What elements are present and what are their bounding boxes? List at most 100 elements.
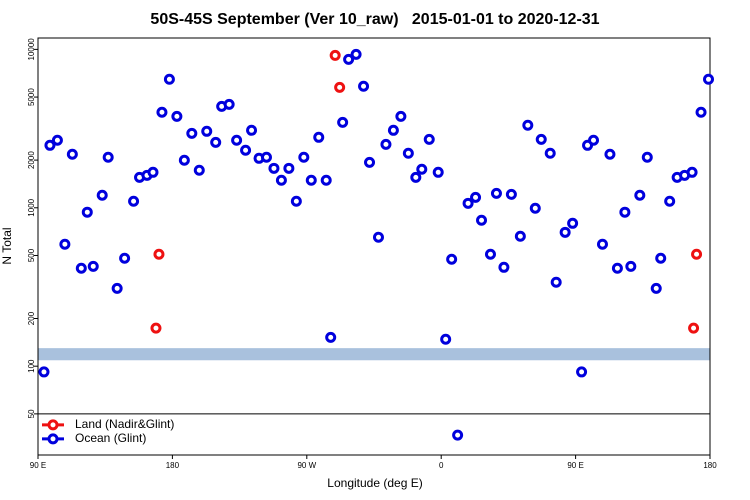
point xyxy=(619,206,631,218)
point xyxy=(410,171,422,183)
point xyxy=(691,248,703,260)
point xyxy=(550,276,562,288)
point xyxy=(51,134,63,146)
point xyxy=(476,214,488,226)
y-tick-label: 200 xyxy=(27,311,36,325)
point xyxy=(576,366,588,378)
point xyxy=(268,162,280,174)
plot-frame xyxy=(37,37,711,456)
point xyxy=(171,110,183,122)
point xyxy=(440,333,452,345)
point xyxy=(395,110,407,122)
point xyxy=(650,282,662,294)
point xyxy=(178,154,190,166)
point xyxy=(313,131,325,143)
point xyxy=(462,197,474,209)
point xyxy=(201,125,213,137)
point xyxy=(559,226,571,238)
x-axis-label: Longitude (deg E) xyxy=(327,476,422,490)
point xyxy=(470,191,482,203)
point xyxy=(498,261,510,273)
point xyxy=(87,260,99,272)
point xyxy=(446,253,458,265)
point xyxy=(231,134,243,146)
point xyxy=(329,49,341,61)
point xyxy=(372,231,384,243)
point xyxy=(325,331,337,343)
point xyxy=(102,151,114,163)
point xyxy=(703,73,715,85)
point xyxy=(695,106,707,118)
point xyxy=(337,116,349,128)
point xyxy=(432,166,444,178)
legend-label: Land (Nadir&Glint) xyxy=(75,417,174,431)
y-tick-label: 50 xyxy=(27,409,36,418)
point xyxy=(484,248,496,260)
point xyxy=(343,53,355,65)
point xyxy=(514,230,526,242)
x-tick-label: 90 W xyxy=(297,461,316,470)
x-tick-label: 180 xyxy=(703,461,717,470)
legend-label: Ocean (Glint) xyxy=(75,431,146,445)
point xyxy=(416,163,428,175)
point xyxy=(128,195,140,207)
point xyxy=(320,174,332,186)
point xyxy=(119,252,131,264)
point xyxy=(260,151,272,163)
point xyxy=(305,174,317,186)
point xyxy=(634,189,646,201)
point xyxy=(664,195,676,207)
y-tick-label: 2000 xyxy=(27,151,36,169)
point xyxy=(193,164,205,176)
point xyxy=(535,133,547,145)
point xyxy=(505,188,517,200)
x-tick-label: 180 xyxy=(166,461,180,470)
point xyxy=(655,252,667,264)
point xyxy=(298,151,310,163)
point xyxy=(380,138,392,150)
point xyxy=(686,166,698,178)
point xyxy=(59,238,71,250)
y-axis-label: N Total xyxy=(0,227,14,264)
point xyxy=(688,322,700,334)
point xyxy=(75,262,87,274)
chart-title: 50S-45S September (Ver 10_raw) 2015-01-0… xyxy=(150,11,599,28)
point xyxy=(96,189,108,201)
point xyxy=(111,282,123,294)
point xyxy=(147,166,159,178)
point xyxy=(156,106,168,118)
point xyxy=(529,202,541,214)
y-tick-label: 500 xyxy=(27,248,36,262)
point xyxy=(611,262,623,274)
point xyxy=(153,248,165,260)
point xyxy=(334,81,346,93)
point xyxy=(186,127,198,139)
point xyxy=(588,134,600,146)
point xyxy=(290,195,302,207)
point xyxy=(490,187,502,199)
point xyxy=(223,98,235,110)
point xyxy=(522,119,534,131)
y-tick-label: 10000 xyxy=(27,38,36,61)
point xyxy=(283,162,295,174)
point xyxy=(44,139,56,151)
point xyxy=(240,144,252,156)
point xyxy=(210,136,222,148)
legend-marker xyxy=(47,433,59,445)
y-tick-label: 1000 xyxy=(27,198,36,216)
x-tick-label: 90 E xyxy=(30,461,46,470)
band xyxy=(38,348,710,361)
point xyxy=(350,48,362,60)
point xyxy=(150,322,162,334)
point xyxy=(625,260,637,272)
point xyxy=(364,156,376,168)
point xyxy=(66,148,78,160)
point xyxy=(387,124,399,136)
point xyxy=(604,148,616,160)
point xyxy=(544,147,556,159)
x-tick-label: 90 E xyxy=(567,461,583,470)
point xyxy=(358,80,370,92)
point xyxy=(402,147,414,159)
legend-marker xyxy=(47,419,59,431)
